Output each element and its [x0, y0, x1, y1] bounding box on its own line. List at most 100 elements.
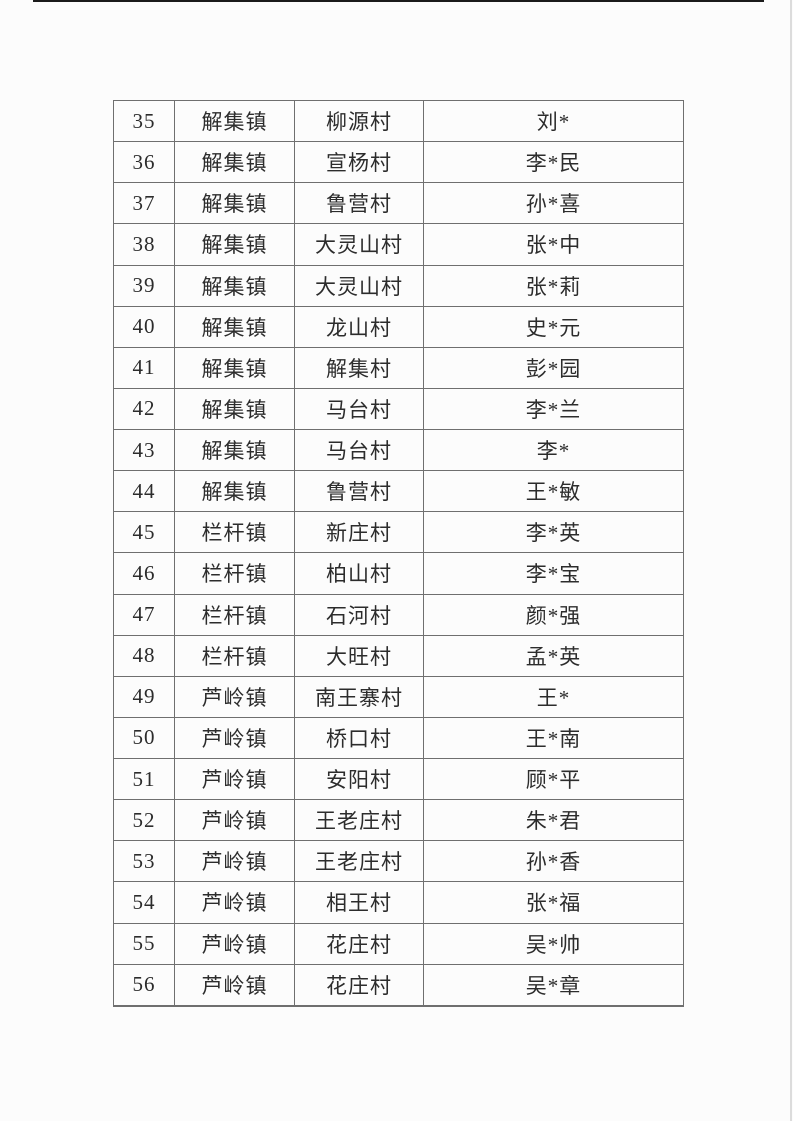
roster-table-body: 35 解集镇 柳源村 刘* 36 解集镇 宣杨村 李*民 37 解集镇 鲁营村 … [113, 99, 684, 1007]
cell-person-name: 王* [423, 675, 684, 718]
cell-village: 安阳村 [294, 757, 424, 801]
cell-serial-number: 36 [113, 141, 175, 184]
cell-person-name: 张*莉 [423, 264, 684, 307]
cell-village: 新庄村 [294, 511, 424, 554]
cell-village: 桥口村 [294, 716, 424, 760]
table-row: 53 芦岭镇 王老庄村 孙*香 [113, 840, 684, 883]
cell-person-name: 王*敏 [423, 470, 684, 513]
cell-serial-number: 46 [113, 552, 175, 595]
table-row: 52 芦岭镇 王老庄村 朱*君 [113, 799, 684, 842]
cell-serial-number: 52 [113, 799, 175, 842]
cell-serial-number: 54 [113, 881, 175, 924]
cell-village: 大灵山村 [294, 223, 424, 266]
cell-person-name: 孙*喜 [423, 182, 684, 225]
cell-town: 解集镇 [174, 182, 295, 225]
cell-person-name: 刘* [423, 99, 684, 143]
cell-person-name: 张*中 [423, 223, 684, 266]
cell-town: 解集镇 [174, 264, 295, 307]
cell-serial-number: 53 [113, 840, 175, 883]
cell-town: 解集镇 [174, 99, 295, 143]
cell-person-name: 顾*平 [423, 757, 684, 801]
table-row: 54 芦岭镇 相王村 张*福 [113, 881, 684, 924]
cell-person-name: 王*南 [423, 716, 684, 760]
cell-village: 马台村 [294, 387, 424, 431]
cell-person-name: 史*元 [423, 305, 684, 348]
table-row: 37 解集镇 鲁营村 孙*喜 [113, 182, 684, 225]
cell-town: 解集镇 [174, 305, 295, 348]
cell-town: 解集镇 [174, 346, 295, 389]
table-row: 35 解集镇 柳源村 刘* [113, 99, 684, 143]
cell-serial-number: 55 [113, 922, 175, 965]
table-row: 49 芦岭镇 南王寨村 王* [113, 675, 684, 718]
cell-town: 芦岭镇 [174, 963, 295, 1007]
cell-town: 栏杆镇 [174, 634, 295, 677]
table-row: 45 栏杆镇 新庄村 李*英 [113, 511, 684, 554]
table-row: 38 解集镇 大灵山村 张*中 [113, 223, 684, 266]
cell-village: 鲁营村 [294, 470, 424, 513]
table-row: 44 解集镇 鲁营村 王*敏 [113, 470, 684, 513]
cell-serial-number: 40 [113, 305, 175, 348]
table-row: 43 解集镇 马台村 李* [113, 428, 684, 472]
table-row: 55 芦岭镇 花庄村 吴*帅 [113, 922, 684, 965]
cell-person-name: 李*英 [423, 511, 684, 554]
table-row: 48 栏杆镇 大旺村 孟*英 [113, 634, 684, 677]
cell-person-name: 李*兰 [423, 387, 684, 431]
cell-village: 鲁营村 [294, 182, 424, 225]
cell-serial-number: 48 [113, 634, 175, 677]
table-row: 46 栏杆镇 柏山村 李*宝 [113, 552, 684, 595]
cell-village: 柏山村 [294, 552, 424, 595]
cell-person-name: 孟*英 [423, 634, 684, 677]
cell-village: 龙山村 [294, 305, 424, 348]
table-row: 40 解集镇 龙山村 史*元 [113, 305, 684, 348]
cell-town: 芦岭镇 [174, 840, 295, 883]
cell-town: 芦岭镇 [174, 757, 295, 801]
cell-town: 解集镇 [174, 387, 295, 431]
cell-village: 大旺村 [294, 634, 424, 677]
cell-village: 宣杨村 [294, 141, 424, 184]
cell-town: 栏杆镇 [174, 552, 295, 595]
cell-serial-number: 45 [113, 511, 175, 554]
roster-table: 35 解集镇 柳源村 刘* 36 解集镇 宣杨村 李*民 37 解集镇 鲁营村 … [113, 99, 684, 1007]
cell-village: 柳源村 [294, 99, 424, 143]
table-row: 51 芦岭镇 安阳村 顾*平 [113, 757, 684, 801]
cell-person-name: 彭*园 [423, 346, 684, 389]
cell-town: 芦岭镇 [174, 881, 295, 924]
cell-serial-number: 44 [113, 470, 175, 513]
cell-person-name: 孙*香 [423, 840, 684, 883]
cell-serial-number: 49 [113, 675, 175, 718]
cell-village: 王老庄村 [294, 799, 424, 842]
cell-town: 芦岭镇 [174, 922, 295, 965]
cell-village: 石河村 [294, 593, 424, 636]
cell-person-name: 朱*君 [423, 799, 684, 842]
cell-town: 解集镇 [174, 428, 295, 472]
table-row: 50 芦岭镇 桥口村 王*南 [113, 716, 684, 760]
cell-person-name: 颜*强 [423, 593, 684, 636]
cell-serial-number: 42 [113, 387, 175, 431]
table-row: 47 栏杆镇 石河村 颜*强 [113, 593, 684, 636]
cell-person-name: 李* [423, 428, 684, 472]
table-row: 42 解集镇 马台村 李*兰 [113, 387, 684, 431]
cell-serial-number: 37 [113, 182, 175, 225]
cell-person-name: 李*民 [423, 141, 684, 184]
cell-serial-number: 43 [113, 428, 175, 472]
cell-person-name: 李*宝 [423, 552, 684, 595]
cell-serial-number: 39 [113, 264, 175, 307]
cell-person-name: 张*福 [423, 881, 684, 924]
cell-town: 解集镇 [174, 141, 295, 184]
cell-serial-number: 51 [113, 757, 175, 801]
cell-town: 解集镇 [174, 470, 295, 513]
cell-village: 相王村 [294, 881, 424, 924]
cell-serial-number: 35 [113, 99, 175, 143]
cell-town: 栏杆镇 [174, 511, 295, 554]
cell-village: 王老庄村 [294, 840, 424, 883]
table-row: 39 解集镇 大灵山村 张*莉 [113, 264, 684, 307]
table-row: 56 芦岭镇 花庄村 吴*章 [113, 963, 684, 1007]
scan-edge-artifact-right [790, 0, 792, 1121]
cell-village: 花庄村 [294, 922, 424, 965]
cell-serial-number: 50 [113, 716, 175, 760]
scan-edge-artifact-top [33, 0, 764, 2]
cell-village: 花庄村 [294, 963, 424, 1007]
cell-town: 芦岭镇 [174, 675, 295, 718]
cell-person-name: 吴*帅 [423, 922, 684, 965]
